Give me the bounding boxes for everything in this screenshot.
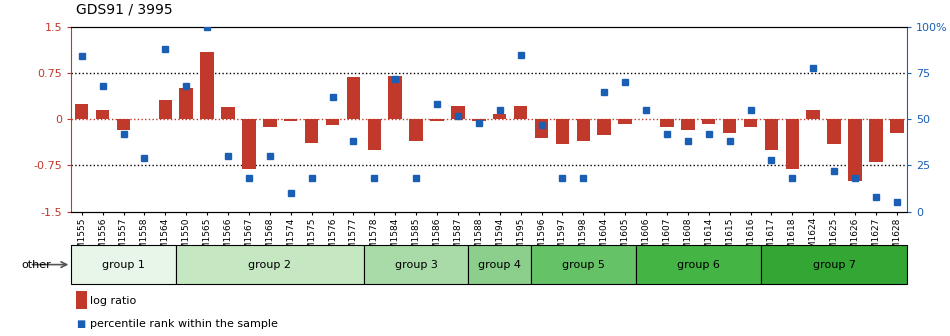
Text: group 3: group 3 bbox=[394, 260, 438, 269]
Bar bbox=[514, 106, 527, 119]
Bar bbox=[535, 119, 548, 138]
Text: group 2: group 2 bbox=[248, 260, 292, 269]
Bar bbox=[618, 119, 632, 124]
Bar bbox=[117, 119, 130, 130]
Bar bbox=[71, 245, 176, 284]
Bar bbox=[531, 245, 636, 284]
Bar bbox=[761, 245, 907, 284]
Bar bbox=[242, 119, 256, 169]
Bar bbox=[472, 119, 485, 121]
Bar bbox=[389, 76, 402, 119]
Bar bbox=[263, 119, 276, 127]
Text: group 1: group 1 bbox=[102, 260, 145, 269]
Text: percentile rank within the sample: percentile rank within the sample bbox=[90, 319, 278, 329]
Bar bbox=[577, 119, 590, 141]
Bar bbox=[430, 119, 444, 121]
Bar bbox=[347, 77, 360, 119]
Bar bbox=[96, 110, 109, 119]
Text: group 5: group 5 bbox=[561, 260, 605, 269]
Bar bbox=[221, 107, 235, 119]
Bar bbox=[556, 119, 569, 144]
Bar bbox=[75, 104, 88, 119]
Bar bbox=[284, 119, 297, 121]
Bar bbox=[493, 114, 506, 119]
Bar bbox=[305, 119, 318, 143]
Bar bbox=[180, 88, 193, 119]
Bar bbox=[200, 51, 214, 119]
Bar bbox=[598, 119, 611, 135]
Text: group 7: group 7 bbox=[812, 260, 856, 269]
Bar bbox=[451, 106, 465, 119]
Text: GDS91 / 3995: GDS91 / 3995 bbox=[76, 3, 173, 17]
Bar bbox=[765, 119, 778, 150]
Bar bbox=[807, 110, 820, 119]
Bar bbox=[660, 119, 674, 127]
Text: group 4: group 4 bbox=[478, 260, 522, 269]
Bar bbox=[681, 119, 694, 130]
Bar bbox=[744, 119, 757, 127]
Text: other: other bbox=[22, 260, 51, 269]
Bar bbox=[636, 245, 761, 284]
Bar bbox=[368, 119, 381, 150]
Bar bbox=[702, 119, 715, 124]
Bar bbox=[869, 119, 883, 162]
Bar bbox=[176, 245, 364, 284]
Bar bbox=[468, 245, 531, 284]
Text: group 6: group 6 bbox=[676, 260, 720, 269]
Bar bbox=[848, 119, 862, 181]
Text: ■: ■ bbox=[76, 319, 86, 329]
Bar bbox=[827, 119, 841, 144]
Bar bbox=[159, 99, 172, 119]
Bar bbox=[723, 119, 736, 133]
Bar bbox=[326, 119, 339, 125]
Bar bbox=[890, 119, 903, 133]
Bar bbox=[409, 119, 423, 141]
Bar bbox=[364, 245, 468, 284]
Text: log ratio: log ratio bbox=[90, 296, 137, 306]
Bar bbox=[786, 119, 799, 169]
